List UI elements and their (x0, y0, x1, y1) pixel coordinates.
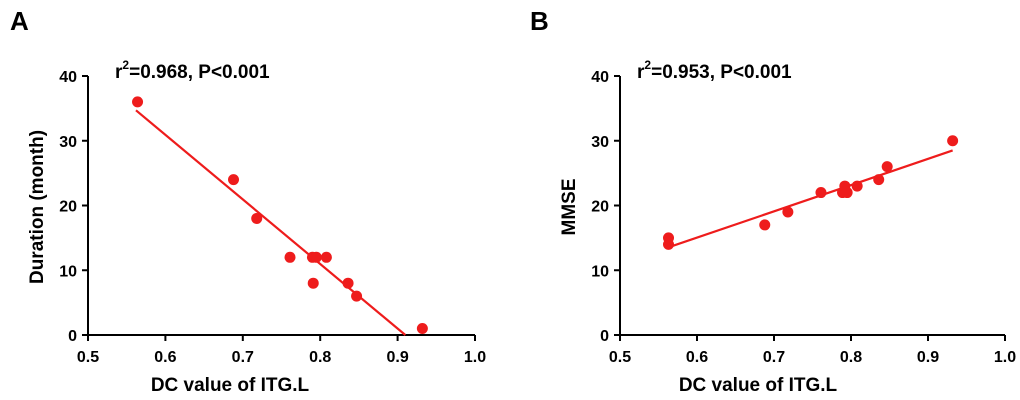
x-tick-label: 0.5 (609, 349, 631, 366)
data-point (351, 290, 363, 302)
x-tick-label: 0.9 (917, 349, 939, 366)
data-point (320, 251, 332, 263)
data-point (307, 277, 319, 289)
x-tick-label: 0.5 (77, 349, 99, 366)
fit (667, 149, 953, 249)
stat-annotation: r2=0.953, P<0.001 (637, 58, 792, 83)
data-point (881, 161, 893, 173)
data-point (251, 212, 263, 224)
x-tick-label: 0.8 (309, 349, 331, 366)
x-tick-label: 1.0 (994, 349, 1016, 366)
stat-exponent: 2 (644, 58, 651, 72)
stat-annotation: r2=0.968, P<0.001 (115, 58, 270, 83)
x-tick-label: 0.9 (386, 349, 408, 366)
regression-line (135, 109, 407, 336)
y-tick-label: 20 (59, 199, 77, 216)
y-tick-label: 10 (59, 263, 77, 280)
axes (87, 76, 475, 336)
x-tick-label: 0.8 (840, 349, 862, 366)
stat-prefix: r (637, 62, 645, 83)
tick-labels: 0.5 0.6 0.7 0.8 0.9 1.0 0 10 20 30 40 (59, 69, 486, 366)
data-point (947, 135, 959, 147)
stat-rest: =0.968, P<0.001 (129, 62, 270, 83)
data-point (759, 219, 771, 231)
data-point (663, 238, 675, 250)
fit (135, 109, 407, 336)
y-tick-label: 10 (591, 263, 609, 280)
panel-a: A r2=0.968, P<0.001 0.5 0.6 0.7 0.8 0.9 1.0 0 1… (10, 6, 486, 396)
y-tick-label: 40 (59, 69, 77, 86)
stat-exponent: 2 (122, 58, 129, 72)
data-point (782, 206, 794, 218)
x-tick-label: 0.7 (232, 349, 254, 366)
data-point (841, 187, 853, 199)
x-tick-label: 0.6 (686, 349, 708, 366)
points (132, 96, 428, 335)
x-tick-label: 1.0 (464, 349, 486, 366)
tick-labels: 0.5 0.6 0.7 0.8 0.9 1.0 0 10 20 30 40 (591, 69, 1016, 366)
y-tick-label: 20 (591, 199, 609, 216)
data-point (310, 251, 322, 263)
data-point (342, 277, 354, 289)
data-point (873, 174, 885, 186)
panel-letter: A (10, 6, 29, 36)
data-point (284, 251, 296, 263)
data-point (228, 174, 240, 186)
data-point (416, 323, 428, 335)
y-tick-label: 30 (59, 134, 77, 151)
x-tick-label: 0.6 (154, 349, 176, 366)
data-point (851, 180, 863, 192)
x-axis-title: DC value of ITG.L (151, 375, 310, 396)
data-point (815, 187, 827, 199)
y-tick-label: 30 (591, 134, 609, 151)
x-tick-label: 0.7 (763, 349, 785, 366)
y-tick-label: 40 (591, 69, 609, 86)
points (663, 135, 959, 250)
data-point (132, 96, 144, 108)
panel-b: B r2=0.953, P<0.001 0.5 0.6 0.7 0.8 0.9 1.0 0 1… (530, 6, 1016, 396)
ticks (614, 75, 1006, 341)
y-axis-title: MMSE (559, 179, 580, 236)
regression-line (667, 149, 953, 249)
y-tick-label: 0 (68, 328, 77, 345)
x-axis-title: DC value of ITG.L (679, 375, 838, 396)
panel-letter: B (530, 6, 549, 36)
axes (619, 76, 1005, 336)
ticks (82, 75, 476, 341)
y-tick-label: 0 (600, 328, 609, 345)
stat-prefix: r (115, 62, 123, 83)
y-axis-title: Duration (month) (27, 130, 48, 284)
stat-rest: =0.953, P<0.001 (651, 62, 792, 83)
